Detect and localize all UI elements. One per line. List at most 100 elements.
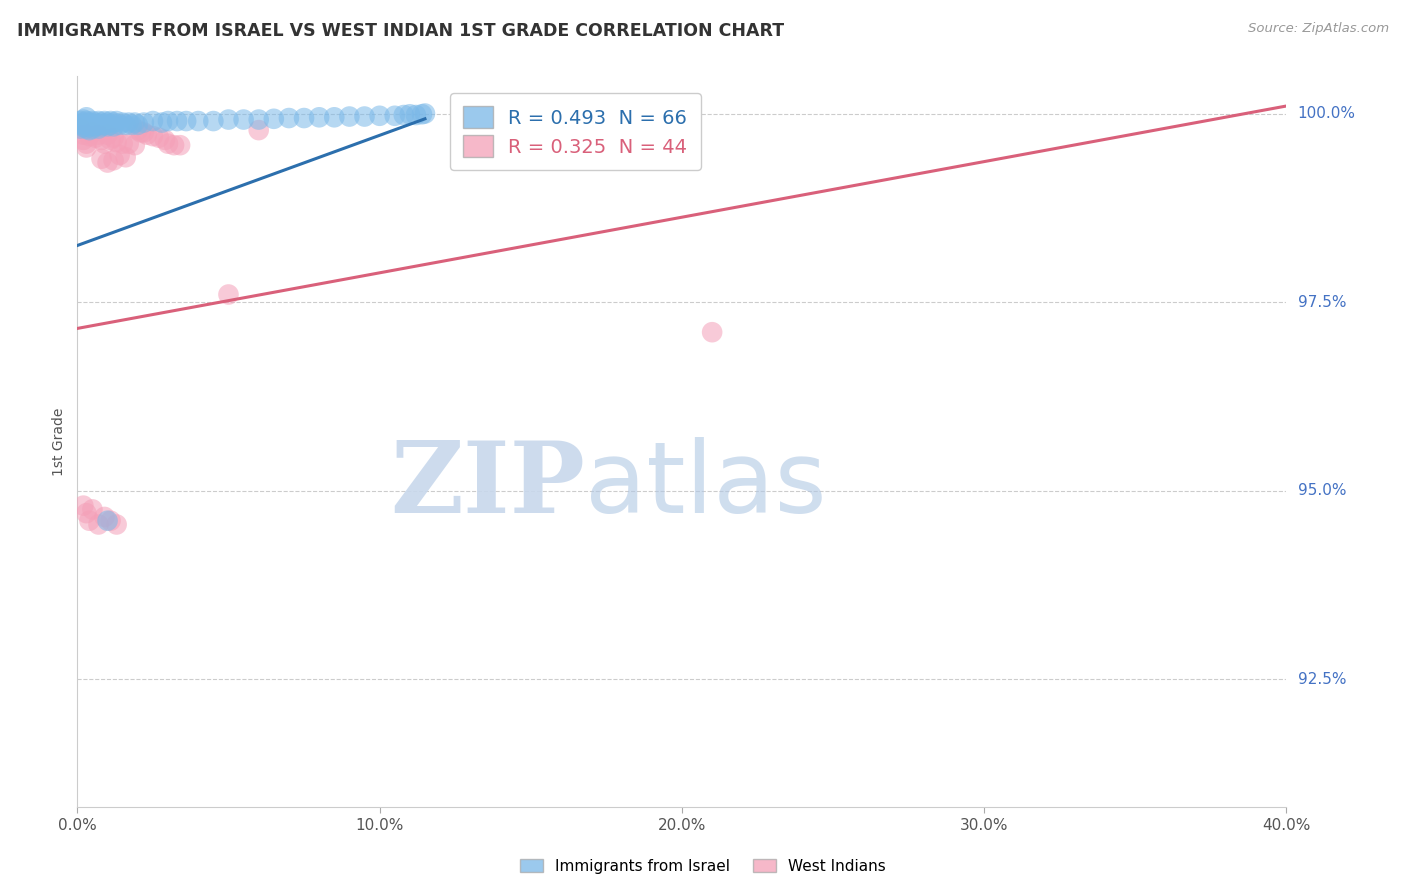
Point <box>87 517 110 532</box>
Point <box>72 112 94 127</box>
Point <box>157 114 180 128</box>
Point <box>75 118 97 132</box>
Point <box>96 155 118 169</box>
Point <box>96 128 118 142</box>
Point <box>105 114 128 128</box>
Text: 97.5%: 97.5% <box>1298 294 1346 310</box>
Point <box>169 138 191 153</box>
Point <box>121 118 143 132</box>
Point <box>72 115 94 129</box>
Point <box>399 107 422 121</box>
Point <box>72 133 94 147</box>
Point <box>72 120 94 134</box>
Point <box>111 136 134 151</box>
Point <box>69 118 91 132</box>
Point <box>100 514 122 528</box>
Point <box>118 136 141 151</box>
Point <box>187 114 209 128</box>
Point <box>100 118 122 132</box>
Point <box>127 118 149 132</box>
Text: 100.0%: 100.0% <box>1298 106 1355 121</box>
Point <box>124 115 146 129</box>
Point <box>232 112 254 127</box>
Point <box>82 502 104 516</box>
Point <box>75 136 97 151</box>
Point <box>72 499 94 513</box>
Point <box>308 110 330 124</box>
Point <box>384 109 406 123</box>
Point <box>157 136 180 151</box>
Point <box>411 107 433 121</box>
Point <box>96 120 118 134</box>
Point <box>247 123 270 137</box>
Point <box>118 115 141 129</box>
Point <box>90 152 112 166</box>
Point <box>69 121 91 136</box>
Point <box>84 115 107 129</box>
Point <box>87 118 110 132</box>
Text: atlas: atlas <box>585 437 827 534</box>
Point <box>114 150 136 164</box>
Text: Source: ZipAtlas.com: Source: ZipAtlas.com <box>1249 22 1389 36</box>
Point <box>87 121 110 136</box>
Point <box>132 125 155 139</box>
Point <box>79 115 101 129</box>
Point <box>90 115 112 129</box>
Text: ZIP: ZIP <box>391 437 585 534</box>
Point <box>87 128 110 142</box>
Point <box>323 110 346 124</box>
Point <box>84 130 107 145</box>
Point <box>292 111 315 125</box>
Point <box>353 110 375 124</box>
Point <box>79 514 101 528</box>
Point <box>75 121 97 136</box>
Point <box>72 118 94 132</box>
Point <box>278 111 301 125</box>
Point <box>150 115 173 129</box>
Point <box>124 138 146 153</box>
Point <box>337 110 360 124</box>
Point <box>114 118 136 132</box>
Point <box>96 115 118 129</box>
Point <box>163 138 186 153</box>
Point <box>132 115 155 129</box>
Point <box>105 135 128 149</box>
Point <box>82 121 104 136</box>
Text: 92.5%: 92.5% <box>1298 672 1346 687</box>
Legend: Immigrants from Israel, West Indians: Immigrants from Israel, West Indians <box>515 853 891 880</box>
Point <box>129 125 152 139</box>
Point <box>218 112 240 127</box>
Point <box>90 120 112 134</box>
Point <box>93 114 115 128</box>
Text: 95.0%: 95.0% <box>1298 483 1346 498</box>
Point <box>82 114 104 128</box>
Point <box>90 133 112 147</box>
Legend: R = 0.493  N = 66, R = 0.325  N = 44: R = 0.493 N = 66, R = 0.325 N = 44 <box>450 93 700 170</box>
Point <box>96 514 118 528</box>
Point <box>263 112 285 126</box>
Point <box>108 148 131 162</box>
Point <box>405 108 427 122</box>
Point <box>93 136 115 151</box>
Point <box>100 133 122 147</box>
Point <box>111 115 134 129</box>
Point <box>103 130 125 145</box>
Y-axis label: 1st Grade: 1st Grade <box>52 408 66 475</box>
Point <box>135 128 157 142</box>
Point <box>247 112 270 127</box>
Point <box>702 325 724 339</box>
Point <box>79 120 101 134</box>
Point <box>153 133 176 147</box>
Point <box>93 118 115 132</box>
Point <box>72 128 94 142</box>
Point <box>166 114 188 128</box>
Point <box>392 108 415 122</box>
Point <box>79 123 101 137</box>
Point <box>142 114 165 128</box>
Point <box>75 140 97 154</box>
Point <box>84 120 107 134</box>
Point <box>79 129 101 144</box>
Point <box>75 506 97 520</box>
Point <box>202 114 225 128</box>
Point <box>108 118 131 132</box>
